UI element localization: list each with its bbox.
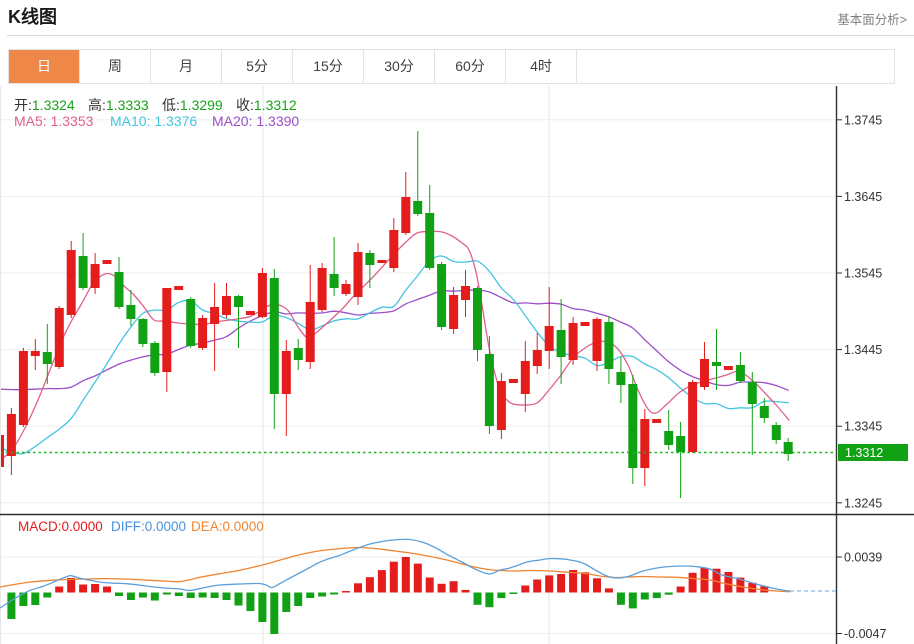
svg-text:1.3645: 1.3645 — [844, 190, 882, 204]
svg-text:1.3445: 1.3445 — [844, 343, 882, 357]
svg-text:1.3245: 1.3245 — [844, 496, 882, 510]
svg-text:-0.0047: -0.0047 — [844, 627, 886, 641]
svg-text:DEA:0.0000: DEA:0.0000 — [191, 519, 264, 534]
svg-text:1.3545: 1.3545 — [844, 267, 882, 281]
svg-text:1.3745: 1.3745 — [844, 113, 882, 127]
svg-text:MACD:0.0000: MACD:0.0000 — [18, 519, 103, 534]
svg-text:DIFF:0.0000: DIFF:0.0000 — [111, 519, 186, 534]
svg-text:1.3312: 1.3312 — [845, 446, 883, 460]
svg-text:0.0039: 0.0039 — [844, 551, 882, 565]
svg-text:1.3345: 1.3345 — [844, 420, 882, 434]
